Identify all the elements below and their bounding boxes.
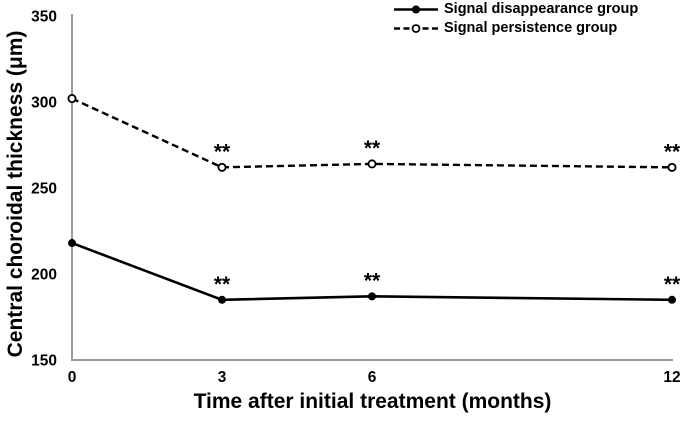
data-point-marker bbox=[667, 162, 677, 172]
x-tick-label: 3 bbox=[218, 369, 227, 386]
significance-asterisks: ** bbox=[664, 140, 681, 163]
y-tick-label: 350 bbox=[31, 9, 57, 26]
y-axis-title: Central choroidal thickness (μm) bbox=[4, 30, 27, 358]
data-point-marker bbox=[217, 162, 227, 172]
series-line-signal-persistence-group bbox=[71, 97, 673, 169]
legend: Signal disappearance group Signal persis… bbox=[392, 1, 638, 39]
data-point-marker bbox=[367, 159, 377, 169]
data-point-marker bbox=[668, 295, 676, 304]
series-line-signal-disappearance-group bbox=[71, 241, 673, 302]
y-tick-label: 250 bbox=[31, 181, 57, 198]
legend-item-signal-persistence: Signal persistence group bbox=[392, 20, 638, 36]
significance-asterisks: ** bbox=[214, 140, 231, 163]
data-point-marker bbox=[218, 295, 226, 304]
significance-asterisks: ** bbox=[214, 273, 231, 296]
significance-asterisks: ** bbox=[364, 269, 381, 292]
data-point-marker bbox=[368, 292, 376, 301]
data-point-marker bbox=[68, 239, 76, 248]
x-tick-label: 6 bbox=[368, 369, 377, 386]
legend-label-signal-persistence: Signal persistence group bbox=[444, 20, 618, 36]
x-axis-title: Time after initial treatment (months) bbox=[193, 390, 552, 413]
x-tick-label: 12 bbox=[663, 369, 680, 386]
y-tick-label: 300 bbox=[31, 95, 57, 112]
data-point-marker bbox=[67, 94, 77, 104]
solid-line-filled-circle-icon bbox=[394, 5, 438, 13]
legend-label-signal-disappearance: Signal disappearance group bbox=[444, 1, 639, 17]
significance-asterisks: ** bbox=[364, 137, 381, 160]
x-tick-label: 0 bbox=[68, 369, 77, 386]
dashed-line-open-circle-icon bbox=[394, 23, 438, 33]
y-tick-label: 150 bbox=[31, 353, 57, 370]
legend-item-signal-disappearance: Signal disappearance group bbox=[392, 1, 638, 17]
significance-asterisks: ** bbox=[664, 273, 681, 296]
y-tick-label: 200 bbox=[31, 267, 57, 284]
